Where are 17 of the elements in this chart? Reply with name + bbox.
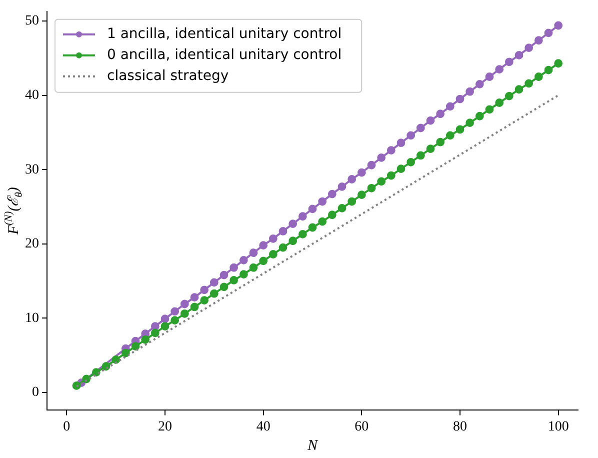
- legend-label: 0 ancilla, identical unitary control: [107, 47, 342, 64]
- x-tick-label: 100: [548, 419, 569, 434]
- x-tick-label: 80: [453, 419, 467, 434]
- y-tick-label: 10: [25, 310, 39, 326]
- x-tick-label: 0: [63, 419, 70, 434]
- y-tick-label: 0: [32, 385, 39, 400]
- y-tick-label: 30: [25, 162, 39, 178]
- y-axis-title: F(N)(ℰθ): [4, 187, 26, 236]
- y-tick-label: 20: [25, 236, 39, 252]
- legend-label: classical strategy: [107, 68, 229, 84]
- legend-label: 1 ancilla, identical unitary control: [107, 26, 342, 42]
- y-tick-label: 50: [25, 14, 39, 29]
- y-tick-label: 40: [25, 88, 39, 103]
- x-tick-label: 60: [354, 419, 369, 434]
- x-tick-label: 40: [256, 419, 270, 434]
- x-axis-title: N: [306, 438, 318, 454]
- x-tick-label: 20: [158, 419, 172, 434]
